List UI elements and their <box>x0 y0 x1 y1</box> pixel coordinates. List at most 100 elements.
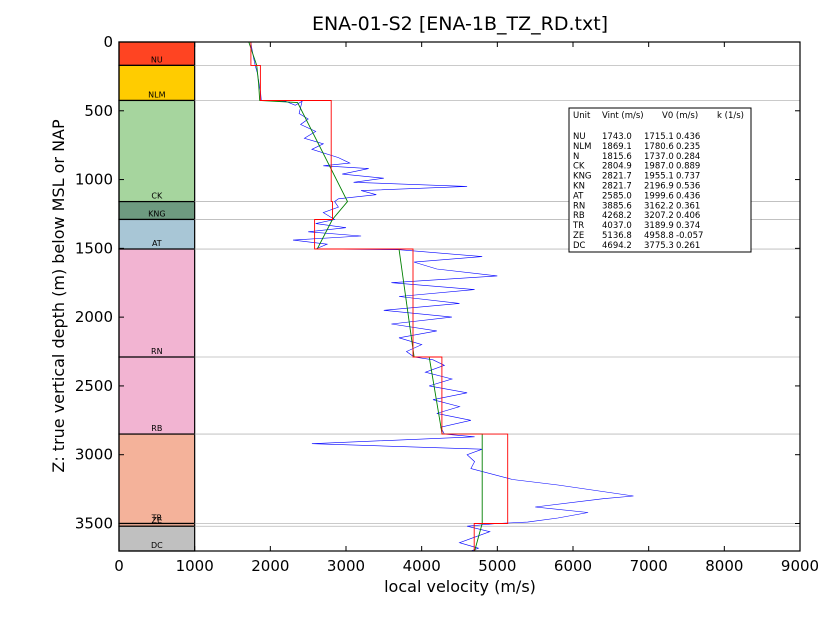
legend-header-v0: V0 (m/s) <box>662 111 698 121</box>
legend-row-v0: 3162.2 <box>644 201 674 211</box>
legend-row-vint: 4694.2 <box>602 241 632 251</box>
series-interval <box>250 42 509 551</box>
legend-row-k: 0.889 <box>676 162 700 172</box>
legend-row-v0: 1999.6 <box>644 191 674 201</box>
legend-row-vint: 1815.6 <box>602 152 632 162</box>
unit-label-dc: DC <box>151 541 163 550</box>
unit-label-nlm: NLM <box>148 90 165 99</box>
y-tick-label: 2500 <box>75 377 113 395</box>
x-tick-label: 2000 <box>251 557 289 575</box>
plot-frame <box>118 41 801 552</box>
unit-block-dc <box>118 525 196 552</box>
legend-row-k: 0.436 <box>676 191 700 201</box>
unit-block-rn <box>118 248 196 358</box>
unit-boundary-lines <box>194 64 800 527</box>
legend-row-vint: 1869.1 <box>602 142 632 152</box>
legend-row-v0: 4958.8 <box>644 231 674 241</box>
legend-row-k: 0.284 <box>676 152 700 162</box>
legend-row-k: -0.057 <box>676 231 703 241</box>
legend-header-vint: Vint (m/s) <box>602 111 644 121</box>
y-tick-label: 500 <box>84 102 113 120</box>
series-linear-gradient <box>248 42 483 551</box>
x-tick-label: 5000 <box>478 557 516 575</box>
series-measured <box>250 42 634 551</box>
x-tick-label: 1000 <box>176 557 214 575</box>
x-tick-label: 6000 <box>554 557 592 575</box>
legend-box <box>568 107 752 253</box>
legend-row-unit: NU <box>573 132 586 142</box>
legend-row-k: 0.536 <box>676 182 700 192</box>
series-layer <box>248 42 634 551</box>
unit-block-nlm <box>118 64 196 102</box>
unit-label-nu: NU <box>151 55 163 64</box>
legend-row-vint: 4037.0 <box>602 221 632 231</box>
legend-header-k: k (1/s) <box>717 111 744 121</box>
legend-row-unit: RB <box>573 211 585 221</box>
legend-row-vint: 2821.7 <box>602 172 632 182</box>
legend-header-unit: Unit <box>573 111 591 121</box>
unit-label-ze: ZE <box>152 516 163 525</box>
x-axis-ticks: 0 1000 2000 3000 4000 5000 6000 7000 8000 9000 <box>114 42 819 575</box>
unit-label-at: AT <box>152 239 162 248</box>
legend-row-unit: ZE <box>573 231 584 241</box>
y-tick-label: 2000 <box>75 308 113 326</box>
chart-title: ENA-01-S2 [ENA-1B_TZ_RD.txt] <box>312 13 608 35</box>
x-tick-label: 4000 <box>403 557 441 575</box>
legend-row-unit: TR <box>572 221 584 231</box>
legend-row-unit: DC <box>573 241 586 251</box>
unit-block-tr <box>118 433 196 525</box>
legend-row-unit: NLM <box>573 142 591 152</box>
x-tick-label: 8000 <box>705 557 743 575</box>
unit-block-rb <box>118 356 196 435</box>
x-tick-label: 0 <box>114 557 124 575</box>
legend-row-vint: 4268.2 <box>602 211 632 221</box>
unit-label-tr: TR <box>151 513 163 522</box>
y-axis-ticks: 0 500 1000 1500 2000 2500 3000 3500 <box>75 33 800 532</box>
legend-row-k: 0.436 <box>676 132 700 142</box>
unit-label-ck: CK <box>151 192 163 201</box>
x-tick-label: 7000 <box>630 557 668 575</box>
legend-row-vint: 1743.0 <box>602 132 632 142</box>
legend-row-unit: KNG <box>573 172 592 182</box>
legend-row-vint: 2585.0 <box>602 191 632 201</box>
unit-label-kng: KNG <box>148 209 165 218</box>
legend-row-v0: 1780.6 <box>644 142 674 152</box>
legend-row-vint: 2821.7 <box>602 182 632 192</box>
unit-label-rn: RN <box>151 347 163 356</box>
y-tick-label: 0 <box>103 33 113 51</box>
y-tick-label: 3000 <box>75 446 113 464</box>
legend-row-v0: 1987.0 <box>644 162 674 172</box>
legend-row-v0: 3775.3 <box>644 241 674 251</box>
legend-row-v0: 3207.2 <box>644 211 674 221</box>
legend-row-v0: 1955.1 <box>644 172 674 182</box>
legend-row-vint: 2804.9 <box>602 162 632 172</box>
legend-row-unit: CK <box>573 162 585 172</box>
legend-row-k: 0.361 <box>676 201 700 211</box>
y-axis-label: Z: true vertical depth (m) below MSL or … <box>49 119 68 473</box>
x-tick-label: 3000 <box>327 557 365 575</box>
legend-row-unit: RN <box>573 201 585 211</box>
legend-row-k: 0.737 <box>676 172 700 182</box>
legend-row-v0: 2196.9 <box>644 182 674 192</box>
legend-row-k: 0.235 <box>676 142 700 152</box>
y-tick-label: 3500 <box>75 514 113 532</box>
legend-row-unit: AT <box>573 191 584 201</box>
legend-row-k: 0.374 <box>676 221 700 231</box>
legend-row-k: 0.406 <box>676 211 700 221</box>
unit-label-rb: RB <box>151 424 162 433</box>
x-tick-label: 9000 <box>781 557 819 575</box>
legend-row-unit: KN <box>573 182 585 192</box>
y-tick-label: 1000 <box>75 171 113 189</box>
legend-row-k: 0.261 <box>676 241 700 251</box>
legend-row-vint: 3885.6 <box>602 201 632 211</box>
legend-row-unit: N <box>573 152 579 162</box>
legend-row-v0: 3189.9 <box>644 221 674 231</box>
x-axis-label: local velocity (m/s) <box>384 577 536 596</box>
legend: Unit Vint (m/s) V0 (m/s) k (1/s) NU 1743.0 171… <box>568 107 752 253</box>
legend-row-v0: 1715.1 <box>644 132 674 142</box>
legend-row-v0: 1737.0 <box>644 152 674 162</box>
legend-row-vint: 5136.8 <box>602 231 632 241</box>
unit-block-ck <box>118 99 196 203</box>
